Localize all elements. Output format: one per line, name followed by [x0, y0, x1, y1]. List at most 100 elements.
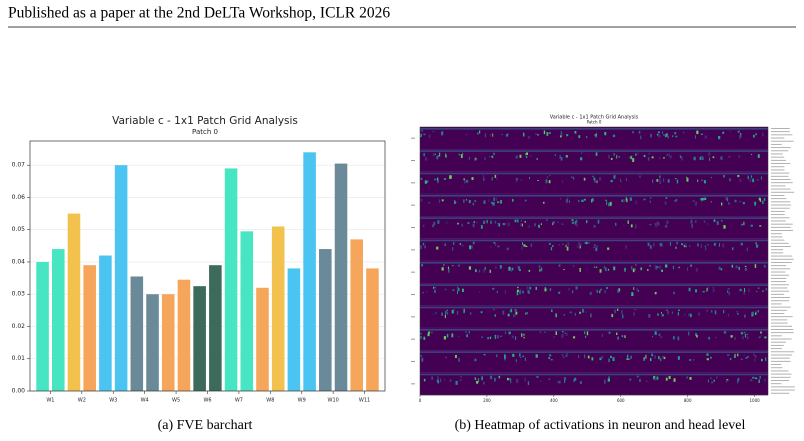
heatmap-cell [582, 308, 584, 313]
heatmap-cell [515, 155, 518, 159]
heatmap-cell [519, 154, 522, 158]
heatmap-cell [486, 220, 488, 224]
heatmap-cell [657, 131, 661, 134]
heatmap-cell [722, 131, 725, 134]
heatmap-cell [652, 335, 654, 338]
heatmap-cell [462, 288, 464, 293]
heatmap-cell [592, 175, 594, 178]
heatmap-cell [543, 130, 546, 135]
heatmap-cell [534, 223, 536, 227]
heatmap-cell [431, 376, 433, 380]
heatmap-cell [686, 376, 688, 379]
heatmap-cell [695, 289, 697, 293]
heatmap-cell [643, 154, 646, 158]
heatmap-cell [626, 198, 628, 203]
heatmap-cell [718, 135, 721, 140]
heatmap-cell [621, 335, 624, 338]
heatmap-cell [586, 135, 588, 139]
heatmap-cell [494, 220, 497, 224]
heatmap-cell [587, 355, 590, 359]
heatmap-cell [605, 267, 607, 272]
heatmap-cell [615, 222, 617, 226]
heatmap-cell [681, 156, 683, 161]
side-label [771, 198, 787, 200]
heatmap-cell [635, 264, 637, 266]
heatmap-cell [659, 357, 662, 362]
heatmap-cell [497, 335, 500, 339]
heatmap-cell [764, 378, 766, 382]
heatmap-cell [539, 331, 542, 334]
heatmap-cell [502, 223, 505, 226]
heatmap-cell [521, 223, 523, 227]
x-tick-label: W9 [298, 398, 306, 404]
heatmap-cell [492, 201, 495, 206]
heatmap-band [420, 351, 768, 353]
heatmap-cell [696, 130, 699, 135]
heatmap-cell [468, 156, 471, 160]
heatmap-cell [519, 290, 521, 295]
heatmap-cell [520, 178, 522, 182]
side-label [771, 223, 793, 225]
heatmap-cell [508, 331, 511, 335]
heatmap-cell [496, 354, 498, 358]
heatmap-cell [665, 309, 669, 312]
heatmap-cell [593, 244, 596, 246]
side-label [771, 191, 795, 193]
heatmap-cell [656, 221, 659, 226]
heatmap-cell [444, 243, 446, 246]
heatmap-cell [525, 245, 528, 248]
heatmap-cell [698, 312, 700, 316]
heatmap-cell [513, 314, 514, 318]
heatmap-cell [649, 264, 651, 267]
heatmap-cell [598, 177, 602, 181]
heatmap-cell [728, 292, 730, 296]
heatmap-cell [569, 311, 572, 314]
plot-frame [29, 140, 386, 392]
heatmap-cell [754, 358, 756, 362]
heatmap-cell [520, 223, 523, 226]
heatmap-cell [599, 269, 602, 273]
heatmap-cell [491, 176, 493, 181]
bar [130, 276, 144, 391]
heatmap-cell [466, 179, 469, 183]
heatmap-cell [535, 354, 538, 358]
heatmap-cell [728, 155, 731, 158]
side-label [771, 306, 791, 308]
heatmap-cell [758, 336, 761, 339]
heatmap-cell [743, 354, 745, 357]
heatmap-cell [757, 287, 760, 289]
heatmap-cell [598, 290, 601, 294]
heatmap-cell [690, 219, 693, 224]
heatmap-cell [600, 288, 603, 290]
heatmap-cell [690, 265, 693, 267]
heatmap-cell [595, 134, 597, 138]
heatmap-cell [710, 201, 712, 203]
heatmap-cell [614, 309, 616, 314]
heatmap-cell [494, 314, 497, 317]
heatmap-cell [626, 354, 629, 358]
heatmap-cell [706, 223, 708, 225]
heatmap-cell [650, 133, 653, 138]
x-tick-label: 600 [617, 398, 625, 403]
heatmap-cell [514, 313, 516, 317]
side-label [771, 376, 791, 378]
bar [224, 168, 238, 391]
heatmap-cell [458, 153, 461, 156]
heatmap-cell [549, 354, 552, 357]
heatmap-cell [443, 264, 445, 266]
heatmap-cell [684, 243, 687, 247]
heatmap-cell [571, 176, 573, 179]
heatmap-cell [529, 177, 530, 180]
heatmap-cell [722, 243, 725, 248]
side-label [771, 383, 782, 385]
heatmap-cell [758, 379, 760, 383]
heatmap-cell [632, 158, 635, 163]
heatmap-band [420, 195, 768, 197]
heatmap-cell [737, 353, 739, 357]
heatmap-cell [529, 286, 532, 290]
heatmap-cell [504, 331, 506, 335]
heatmap-cell [562, 243, 564, 245]
side-label [771, 230, 793, 231]
heatmap-cell [536, 376, 539, 378]
heatmap-cell [707, 379, 709, 383]
